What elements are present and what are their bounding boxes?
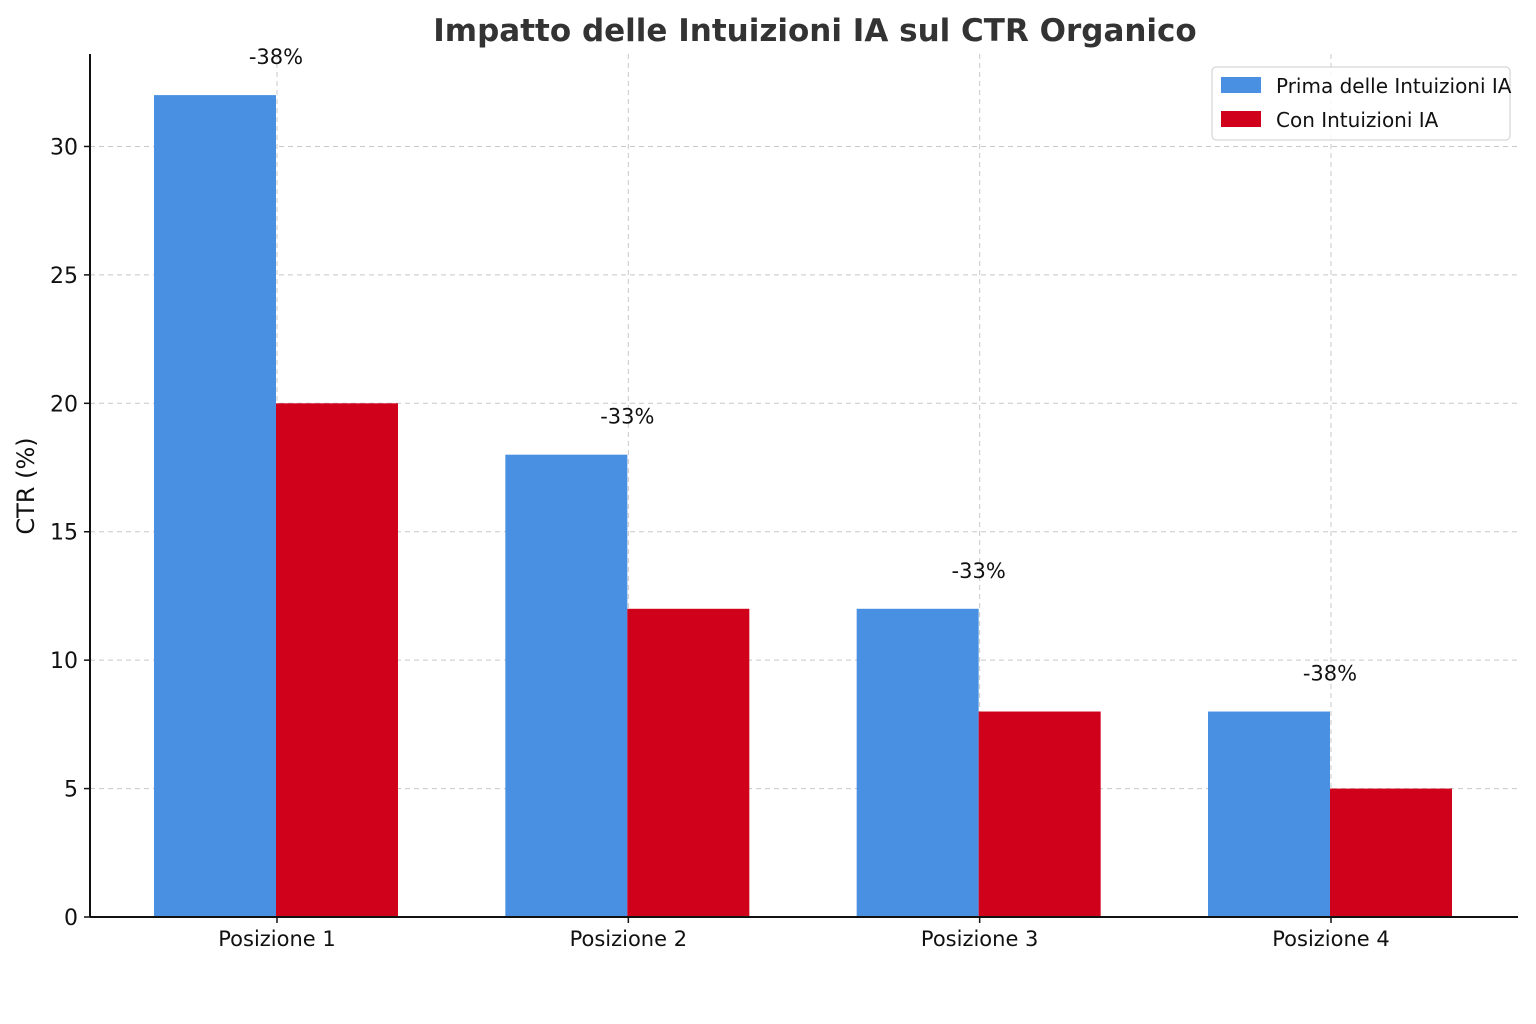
legend-label-con: Con Intuizioni IA [1276, 108, 1439, 132]
annotations: -38% -33% -33% -38% [249, 45, 1357, 685]
bar-con [627, 608, 750, 917]
bar-con [978, 711, 1101, 917]
x-axis-ticks: Posizione 1 Posizione 2 Posizione 3 Posizio… [218, 917, 1390, 951]
annotation-label: -38% [1303, 662, 1357, 686]
chart-title: Impatto delle Intuizioni IA sul CTR Orga… [433, 13, 1196, 49]
bar-prima [154, 95, 276, 918]
y-tick-label: 5 [64, 778, 78, 803]
y-tick-label: 10 [50, 649, 78, 674]
bar-prima [505, 454, 628, 917]
legend: Prima delle Intuizioni IA Con Intuizioni… [1211, 66, 1512, 141]
x-tick-label: Posizione 3 [921, 927, 1039, 951]
bar-prima [1208, 711, 1330, 917]
x-tick-label: Posizione 4 [1272, 927, 1390, 951]
x-tick-label: Posizione 2 [570, 927, 688, 951]
bars [154, 95, 1452, 918]
y-tick-label: 15 [50, 521, 78, 546]
y-tick-label: 0 [64, 906, 78, 931]
y-tick-label: 20 [50, 392, 78, 417]
y-axis-title: CTR (%) [12, 437, 40, 534]
bar-con [1330, 788, 1452, 917]
bar-con [276, 403, 398, 917]
annotation-label: -33% [600, 405, 654, 429]
axes [89, 54, 1518, 918]
y-tick-label: 30 [50, 135, 78, 160]
annotation-label: -33% [952, 559, 1006, 583]
legend-label-prima: Prima delle Intuizioni IA [1276, 74, 1512, 98]
y-axis-ticks: 0 5 10 15 20 25 30 [50, 135, 90, 931]
y-tick-label: 25 [50, 264, 78, 289]
legend-frame [1211, 66, 1511, 141]
legend-swatch-con [1221, 111, 1261, 127]
legend-swatch-prima [1221, 77, 1261, 93]
x-tick-label: Posizione 1 [218, 927, 336, 951]
annotation-label: -38% [249, 45, 303, 69]
bar-prima [856, 608, 979, 917]
